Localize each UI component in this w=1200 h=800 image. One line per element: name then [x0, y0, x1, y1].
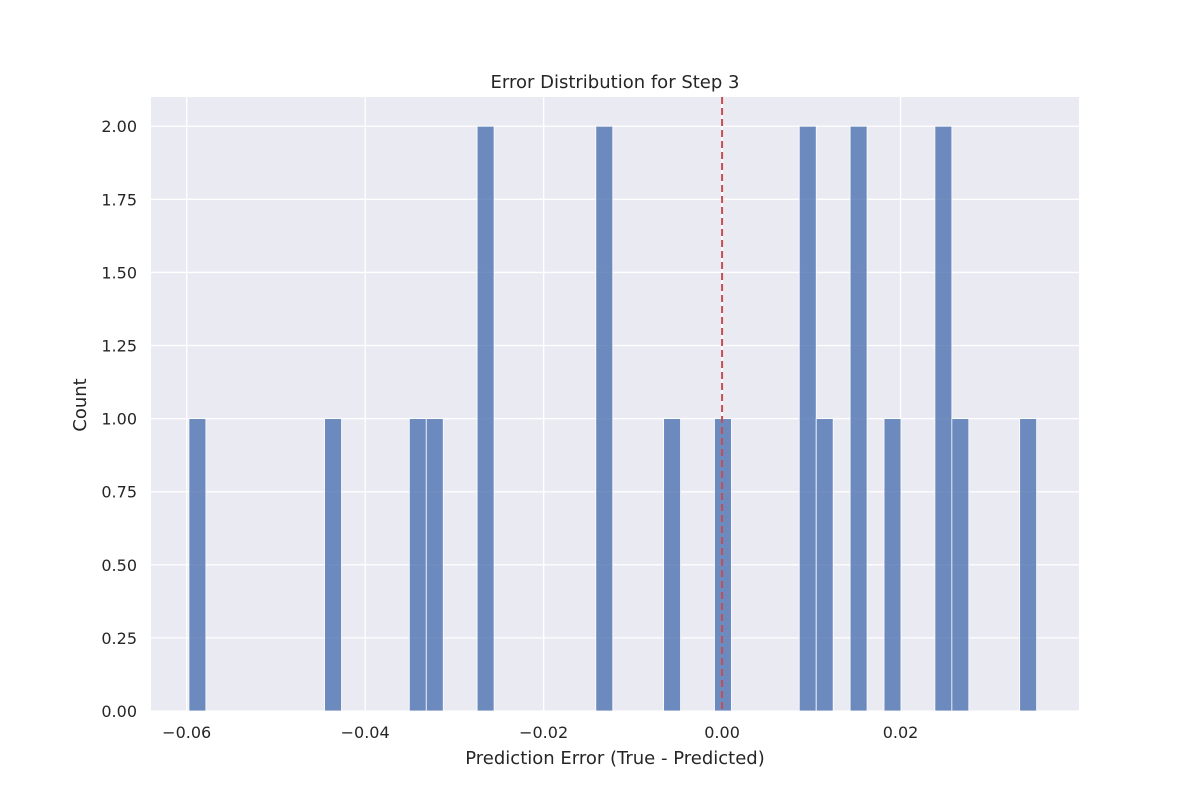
x-tick-label: −0.02: [519, 723, 568, 742]
y-axis-title: Count: [70, 378, 91, 431]
y-axis-ticks: 0.00 0.25 0.50 0.75 1.00 1.25 1.50 1.75 2.00: [101, 117, 137, 721]
histogram-bar: [951, 418, 970, 712]
histogram-bar: [408, 418, 427, 712]
y-tick-label: 0.75: [101, 483, 137, 502]
y-tick-label: 0.00: [101, 702, 137, 721]
histogram-bar: [663, 418, 681, 712]
x-tick-label: −0.06: [162, 723, 211, 742]
histogram-bar: [425, 418, 444, 712]
x-axis-ticks: −0.06 −0.04 −0.02 0.00 0.02: [162, 723, 918, 742]
y-tick-label: 1.75: [101, 190, 137, 209]
y-tick-label: 1.25: [101, 337, 137, 356]
x-tick-label: 0.00: [704, 723, 740, 742]
y-tick-label: 1.50: [101, 263, 137, 282]
histogram-bar: [476, 125, 495, 712]
histogram-bar: [798, 125, 817, 712]
x-axis-title: Prediction Error (True - Predicted): [465, 748, 764, 769]
y-tick-label: 1.00: [101, 410, 137, 429]
histogram-bar: [883, 418, 902, 712]
histogram-bar: [1019, 418, 1038, 712]
y-tick-label: 2.00: [101, 117, 137, 136]
histogram-bar: [188, 418, 207, 712]
histogram-bar: [595, 125, 614, 712]
histogram-bar: [324, 418, 342, 712]
histogram-bar: [815, 418, 834, 712]
y-tick-label: 0.25: [101, 629, 137, 648]
x-tick-label: 0.02: [883, 723, 919, 742]
histogram-bar: [934, 125, 953, 712]
x-tick-label: −0.04: [341, 723, 390, 742]
histogram-bars: [188, 125, 1038, 712]
histogram-bar: [849, 125, 868, 712]
chart-title: Error Distribution for Step 3: [491, 72, 740, 93]
y-tick-label: 0.50: [101, 556, 137, 575]
grid-lines: [151, 97, 1079, 712]
